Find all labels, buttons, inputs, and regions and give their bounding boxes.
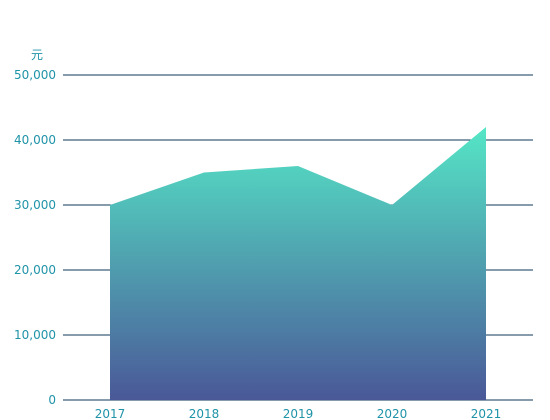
y-tick-label: 10,000 — [14, 328, 56, 342]
y-axis-unit: 元 — [31, 48, 43, 62]
x-tick-label: 2020 — [377, 407, 408, 420]
x-tick-label: 2017 — [95, 407, 126, 420]
y-tick-label: 40,000 — [14, 133, 56, 147]
x-tick-label: 2019 — [283, 407, 314, 420]
y-tick-label: 50,000 — [14, 68, 56, 82]
series-area — [110, 127, 486, 400]
y-tick-label: 20,000 — [14, 263, 56, 277]
x-tick-label: 2021 — [471, 407, 502, 420]
x-tick-label: 2018 — [189, 407, 220, 420]
y-tick-label: 0 — [48, 393, 56, 407]
y-tick-label: 30,000 — [14, 198, 56, 212]
